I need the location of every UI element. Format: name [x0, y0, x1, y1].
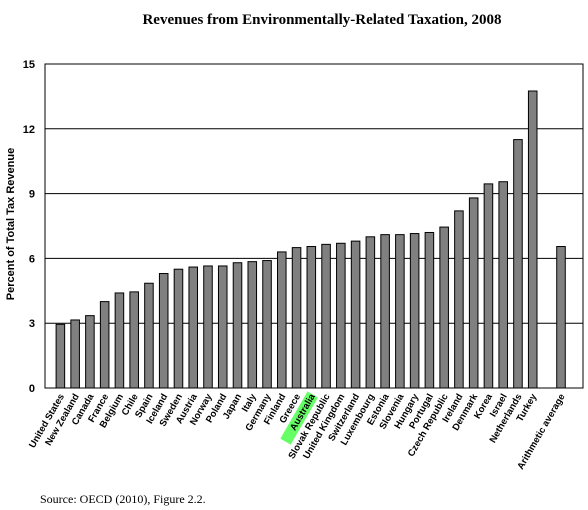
plot-frame — [44, 63, 584, 389]
source-note: Source: OECD (2010), Figure 2.2. — [40, 492, 206, 506]
bar — [409, 233, 420, 389]
bar — [277, 251, 287, 389]
bar — [247, 261, 258, 389]
bar — [336, 242, 346, 389]
bar — [203, 265, 213, 389]
bar — [306, 246, 317, 389]
bar — [513, 139, 523, 389]
bar — [439, 226, 449, 389]
y-tick-label: 9 — [29, 189, 35, 201]
y-tick-label: 6 — [29, 253, 35, 265]
bar — [395, 234, 405, 389]
bar — [217, 265, 228, 389]
chart-title: Revenues from Environmentally-Related Ta… — [142, 12, 501, 28]
bar — [232, 262, 243, 389]
y-tick-label: 0 — [29, 383, 35, 395]
bar — [380, 234, 390, 389]
bar — [158, 273, 169, 389]
bar — [468, 197, 479, 389]
bar — [321, 243, 331, 389]
y-tick-labels: 0 3 6 9 12 15 — [23, 59, 35, 395]
y-tick-label: 15 — [23, 59, 35, 71]
y-tick-label: 3 — [29, 318, 35, 330]
bar — [173, 268, 184, 389]
bar — [291, 247, 302, 389]
bar — [85, 315, 95, 389]
y-axis-label: Percent of Total Tax Revenue — [5, 148, 17, 300]
bar — [262, 260, 272, 389]
y-tick-label: 12 — [23, 124, 35, 136]
bar — [556, 246, 566, 389]
bar — [114, 292, 125, 389]
bar — [70, 319, 80, 389]
bars — [55, 90, 566, 389]
bar — [99, 301, 110, 389]
bar — [483, 183, 494, 389]
bar — [350, 240, 361, 389]
bar — [188, 266, 199, 389]
bar — [527, 90, 538, 389]
bar — [144, 282, 154, 389]
bar — [454, 210, 464, 389]
bar — [129, 291, 139, 389]
label-highlight — [280, 391, 318, 445]
bar — [498, 181, 508, 389]
bar — [365, 236, 376, 389]
bar — [424, 231, 435, 389]
bar — [55, 323, 66, 389]
